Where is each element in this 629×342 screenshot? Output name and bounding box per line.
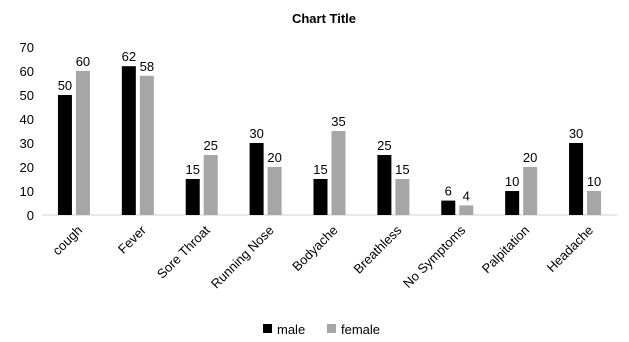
bar-female	[395, 179, 410, 215]
chart-title: Chart Title	[292, 11, 356, 26]
x-tick-label: Fever	[115, 222, 150, 257]
legend-label: female	[341, 322, 380, 337]
data-label-male: 15	[185, 162, 199, 177]
y-tick-label: 10	[20, 184, 34, 199]
data-label-female: 10	[587, 174, 601, 189]
data-label-male: 62	[122, 49, 136, 64]
y-tick-label: 60	[20, 64, 34, 79]
data-label-female: 15	[395, 162, 409, 177]
data-label-male: 10	[505, 174, 519, 189]
x-tick-label: Breathless	[350, 222, 404, 276]
bar-female	[75, 71, 90, 215]
legend-swatch	[263, 324, 272, 333]
y-tick-label: 30	[20, 136, 34, 151]
bar-female	[331, 131, 346, 215]
data-label-female: 20	[523, 150, 537, 165]
x-tick-label: Palpitation	[479, 223, 533, 277]
bar-female	[267, 167, 282, 215]
x-tick-label: Sore Throat	[154, 222, 213, 281]
data-label-female: 4	[463, 188, 470, 203]
bar-female	[459, 205, 474, 215]
bar-male	[377, 155, 392, 215]
y-tick-label: 70	[20, 40, 34, 55]
bar-male	[121, 66, 136, 215]
bar-male	[569, 143, 584, 215]
data-label-female: 35	[331, 114, 345, 129]
data-label-male: 50	[58, 78, 72, 93]
x-tick-label: No Symptoms	[400, 222, 469, 291]
x-tick-label: cough	[49, 223, 85, 259]
bar-male	[249, 143, 264, 215]
bar-male	[505, 191, 520, 215]
x-tick-label: Headache	[544, 223, 597, 276]
bar-male	[57, 95, 72, 215]
data-label-male: 15	[313, 162, 327, 177]
bar-male	[441, 200, 456, 215]
legend-item-male: male	[263, 322, 305, 337]
legend-item-female: female	[327, 322, 380, 337]
bar-female	[587, 191, 602, 215]
legend-swatch	[327, 324, 336, 333]
data-label-male: 30	[569, 126, 583, 141]
legend-label: male	[277, 322, 305, 337]
bar-female	[523, 167, 538, 215]
y-axis: 0 10 20 30 40 50 60 70	[20, 40, 34, 223]
x-tick-label: Bodyache	[289, 223, 340, 274]
data-label-female: 20	[267, 150, 281, 165]
bars: 50 60 62 58 15 25 30 20 15 35 25 15 6 4 10 20 30 10	[57, 49, 602, 215]
data-label-female: 25	[203, 138, 217, 153]
y-tick-label: 40	[20, 112, 34, 127]
y-tick-label: 0	[27, 208, 34, 223]
y-tick-label: 20	[20, 160, 34, 175]
data-label-male: 6	[445, 184, 452, 199]
bar-female	[203, 155, 218, 215]
y-tick-label: 50	[20, 88, 34, 103]
bar-male	[185, 179, 200, 215]
legend: male female	[263, 322, 380, 337]
data-label-female: 58	[140, 59, 154, 74]
data-label-male: 25	[377, 138, 391, 153]
bar-male	[313, 179, 328, 215]
data-label-female: 60	[76, 54, 90, 69]
bar-female	[139, 75, 154, 215]
x-tick-label: Running Nose	[208, 223, 277, 292]
data-label-male: 30	[249, 126, 263, 141]
